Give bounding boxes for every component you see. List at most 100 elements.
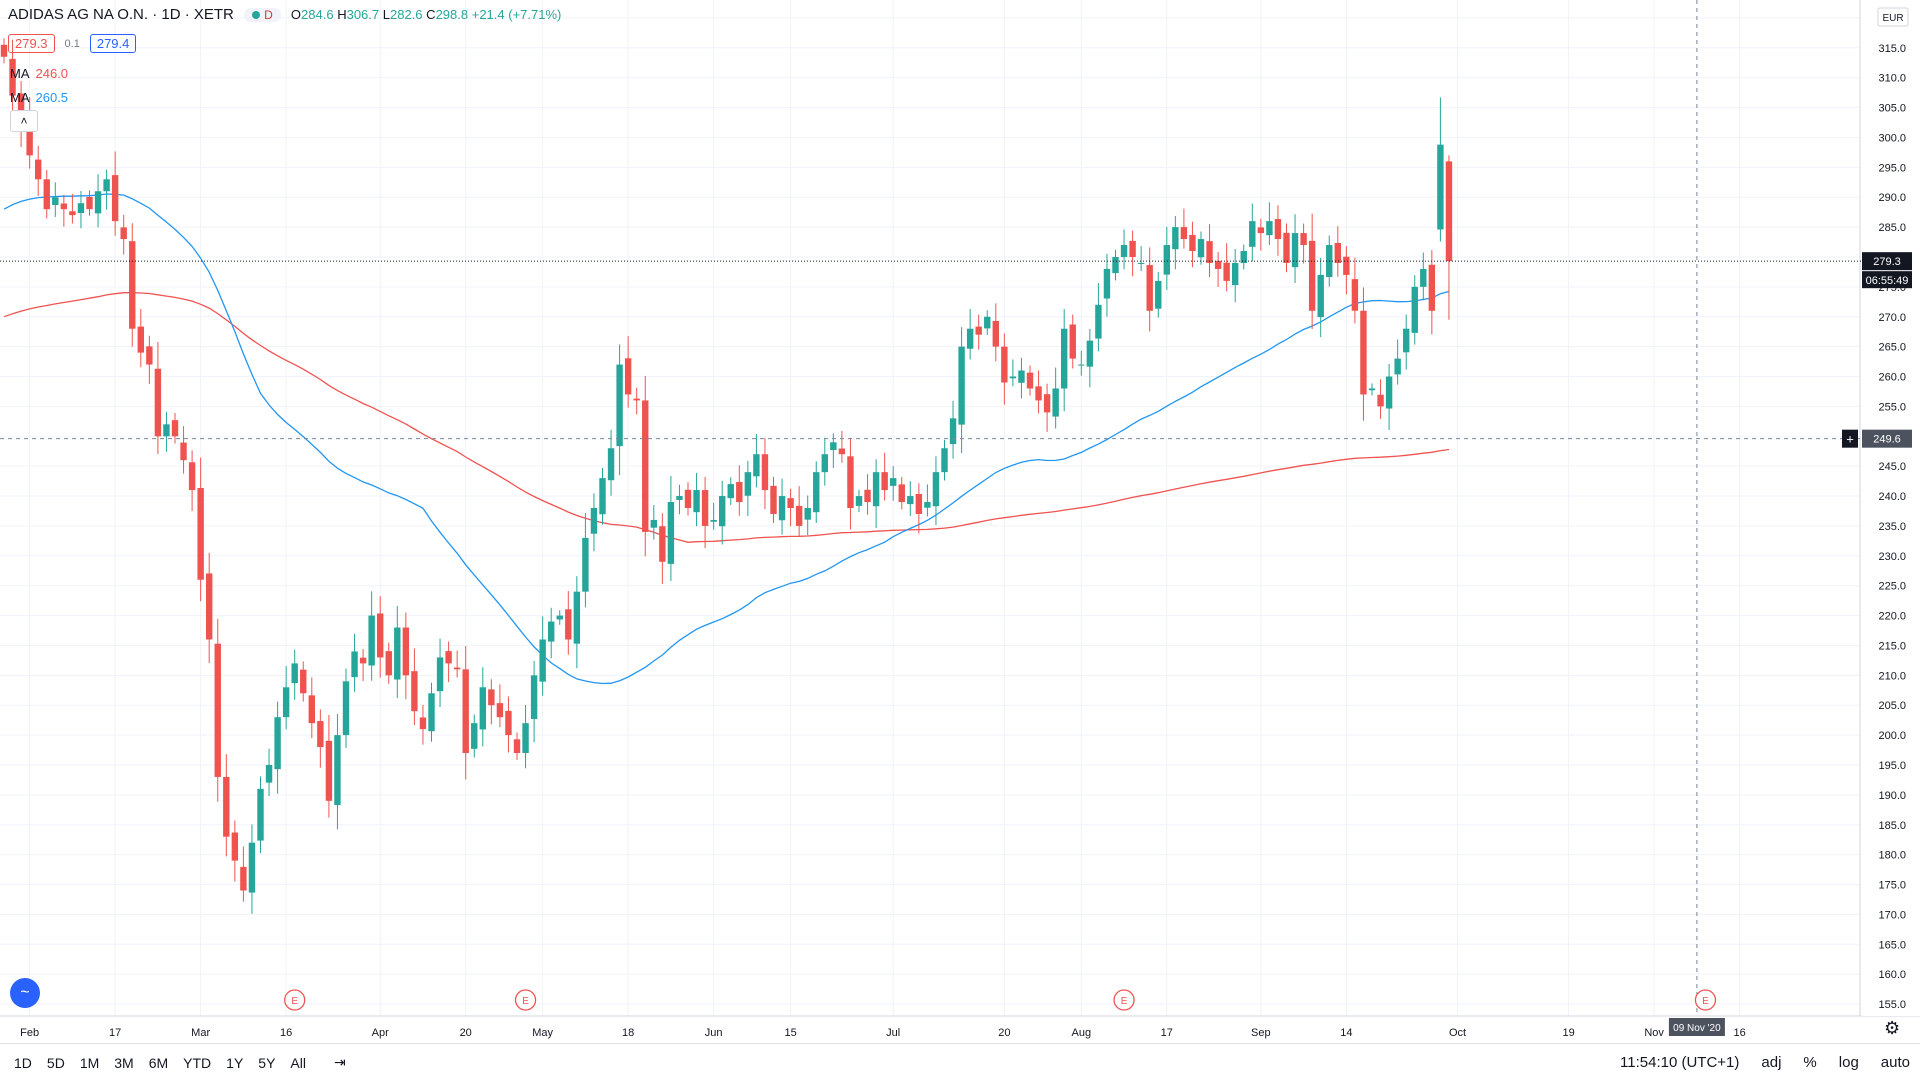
percent-toggle[interactable]: % [1803, 1054, 1817, 1071]
candle [1274, 205, 1282, 256]
time-tick-label: 20 [998, 1027, 1010, 1039]
timeframe-5d[interactable]: 5D [46, 1054, 65, 1071]
candle-body [890, 478, 897, 486]
candle-body [1240, 251, 1247, 263]
candle [1308, 213, 1316, 330]
candle-body [881, 472, 888, 491]
candle-body [488, 689, 495, 706]
timeframe-6m[interactable]: 6M [148, 1054, 169, 1071]
candle-body [727, 484, 734, 499]
candle-body [231, 832, 239, 861]
price-tick-label: 210.0 [1878, 670, 1906, 682]
candles [0, 38, 1453, 914]
candle [120, 214, 127, 255]
candle [761, 438, 769, 510]
candle [60, 194, 68, 227]
buy-button[interactable]: 279.4 [89, 34, 137, 53]
candle [813, 461, 820, 523]
candle [1155, 271, 1162, 318]
candle [966, 308, 974, 360]
candle [1052, 367, 1059, 429]
candle [590, 493, 598, 552]
timeframe-5y[interactable]: 5Y [258, 1054, 276, 1071]
time-tick-label: Aug [1072, 1027, 1092, 1039]
candle [872, 459, 880, 529]
candle-body [1026, 372, 1034, 389]
candle-body [1411, 286, 1418, 333]
candle-body [9, 58, 16, 96]
candle [1172, 216, 1179, 270]
candle [795, 486, 803, 537]
candle-body [1403, 328, 1410, 353]
ma-legend-red[interactable]: MA 246.0 [10, 66, 69, 81]
candle [565, 591, 572, 655]
candle [385, 642, 392, 684]
price-tick-label: 265.0 [1878, 342, 1906, 354]
price-tick-label: 200.0 [1878, 730, 1906, 742]
earnings-marker [1113, 989, 1135, 1011]
candle [693, 473, 700, 527]
timeframe-1m[interactable]: 1M [79, 1054, 100, 1071]
candle-body [556, 615, 563, 620]
timeframe-1y[interactable]: 1Y [226, 1054, 244, 1071]
timeframe-ytd[interactable]: YTD [183, 1054, 212, 1071]
gear-icon[interactable]: ⚙ [1884, 1018, 1901, 1038]
price-axis[interactable]: 320.0315.0310.0305.0300.0295.0290.0285.0… [1842, 0, 1920, 1016]
candle [43, 170, 50, 219]
ma-legend-blue[interactable]: MA 260.5 [10, 90, 69, 105]
market-status-badge[interactable]: D [244, 8, 281, 22]
candle [1232, 248, 1239, 303]
candle-body [471, 723, 478, 749]
candle-body [1291, 233, 1299, 268]
candle-body [522, 723, 529, 754]
candle-body [146, 346, 153, 365]
timeframe-3m[interactable]: 3M [114, 1054, 134, 1071]
candle [864, 474, 871, 515]
price-tick-label: 175.0 [1878, 880, 1906, 892]
time-tick-label: 20 [460, 1027, 472, 1039]
candle-body [359, 657, 367, 664]
timeframe-1d[interactable]: 1D [14, 1054, 32, 1071]
candle-body [385, 651, 392, 676]
adj-toggle[interactable]: adj [1761, 1054, 1782, 1071]
candle-body [984, 316, 991, 329]
candle-body [462, 669, 469, 754]
candle [496, 684, 504, 728]
time-tick-label: Jul [886, 1027, 900, 1039]
price-tick-label: 290.0 [1878, 192, 1906, 204]
auto-toggle[interactable]: auto [1880, 1054, 1910, 1071]
sell-button[interactable]: 279.3 [8, 34, 55, 53]
candle [727, 477, 734, 506]
candle [453, 650, 461, 678]
candle-body [43, 179, 50, 210]
candle [1078, 350, 1085, 376]
candle [505, 696, 512, 753]
clock-display[interactable]: 11:54:10 (UTC+1) [1620, 1054, 1740, 1071]
last-price-box [1862, 252, 1912, 271]
candle [1249, 203, 1256, 262]
candle [1283, 223, 1290, 273]
candle [342, 668, 350, 748]
tradingview-logo-icon[interactable]: ~ [10, 978, 40, 1008]
collapse-legend-button[interactable]: ˄ [10, 110, 38, 132]
price-tick-label: 225.0 [1878, 581, 1906, 593]
candle [1411, 275, 1418, 345]
candle-body [787, 498, 794, 508]
log-toggle[interactable]: log [1838, 1054, 1859, 1071]
timeframe-all[interactable]: All [290, 1054, 306, 1071]
time-tick-label: Nov [1644, 1027, 1664, 1039]
earnings-marker-label: E [291, 996, 298, 1007]
spread-value: 0.1 [64, 37, 80, 50]
status-dot-icon [252, 11, 261, 19]
candle [1146, 247, 1153, 332]
candle-body [898, 484, 905, 503]
time-axis[interactable]: Feb 17 Mar 16 Apr 20 May 18 Jun 15 Jul 20 Aug 17 Sep 14… [20, 1018, 1746, 1039]
price-tick-label: 160.0 [1878, 969, 1906, 981]
candle [744, 460, 752, 517]
calendar-goto-icon[interactable]: ⇥ [333, 1054, 346, 1070]
candle-body [530, 675, 538, 719]
candle [770, 476, 777, 523]
